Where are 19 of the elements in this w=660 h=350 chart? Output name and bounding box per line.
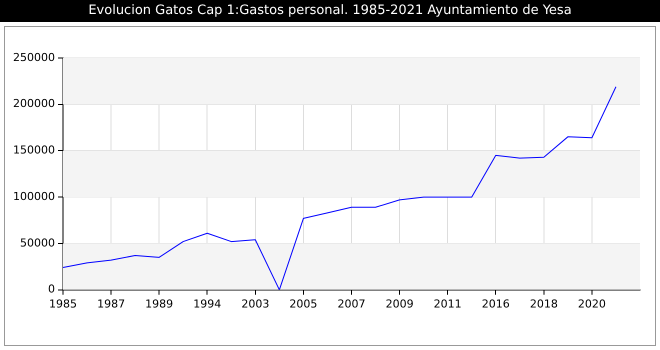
x-tick-label: 2007 [337, 297, 366, 310]
x-tick-label: 2003 [241, 297, 270, 310]
y-tick-label: 100000 [12, 190, 55, 203]
x-tick-label: 2016 [482, 297, 510, 310]
y-tick-label: 150000 [12, 144, 55, 157]
x-tick-label: 2011 [434, 297, 462, 310]
x-tick-label: 2018 [530, 297, 558, 310]
x-tick-label: 2020 [578, 297, 606, 310]
y-tick-label: 50000 [20, 236, 55, 250]
x-tick-label: 1989 [145, 297, 174, 310]
x-tick-label: 1985 [48, 297, 77, 310]
x-tick-label: 2005 [289, 297, 318, 310]
y-tick-label: 250000 [12, 50, 55, 64]
y-tick-label: 200000 [12, 97, 55, 110]
chart-title: Evolucion Gatos Cap 1:Gastos personal. 1985-2021 Ayuntamiento de Yesa [0, 0, 660, 22]
x-tick-label: 2009 [386, 297, 414, 310]
y-tick-label: 0 [48, 282, 55, 296]
x-tick-label: 1994 [193, 297, 222, 310]
x-tick-label: 1987 [97, 297, 126, 310]
